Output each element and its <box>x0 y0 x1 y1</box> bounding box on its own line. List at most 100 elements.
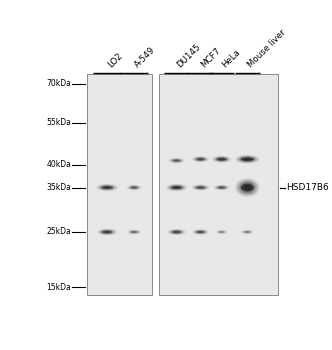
Ellipse shape <box>191 184 210 191</box>
Ellipse shape <box>171 186 182 190</box>
Ellipse shape <box>244 158 250 160</box>
Ellipse shape <box>219 231 224 233</box>
Ellipse shape <box>196 158 205 161</box>
Ellipse shape <box>196 231 205 233</box>
Text: A-549: A-549 <box>133 45 157 69</box>
Ellipse shape <box>100 185 115 190</box>
Ellipse shape <box>170 230 183 234</box>
Ellipse shape <box>192 156 209 162</box>
Ellipse shape <box>246 231 249 233</box>
Ellipse shape <box>242 230 253 234</box>
Ellipse shape <box>239 181 256 194</box>
Ellipse shape <box>129 230 139 234</box>
Text: 70kDa: 70kDa <box>46 79 71 88</box>
Ellipse shape <box>173 231 180 233</box>
Ellipse shape <box>105 231 110 233</box>
Ellipse shape <box>126 184 142 190</box>
Ellipse shape <box>216 157 227 161</box>
Ellipse shape <box>237 180 258 196</box>
Ellipse shape <box>104 187 110 188</box>
Ellipse shape <box>171 186 182 189</box>
Text: DU145: DU145 <box>175 42 203 69</box>
Ellipse shape <box>198 187 203 188</box>
Ellipse shape <box>218 158 225 161</box>
Ellipse shape <box>237 155 258 163</box>
Ellipse shape <box>215 157 228 162</box>
Ellipse shape <box>103 231 111 233</box>
Ellipse shape <box>132 231 136 233</box>
Ellipse shape <box>172 231 182 233</box>
Ellipse shape <box>241 157 254 162</box>
Ellipse shape <box>244 231 251 233</box>
Ellipse shape <box>169 229 185 235</box>
Ellipse shape <box>196 186 206 189</box>
Ellipse shape <box>174 231 179 233</box>
Ellipse shape <box>218 231 225 233</box>
Ellipse shape <box>217 186 226 189</box>
Ellipse shape <box>213 156 230 162</box>
Ellipse shape <box>244 185 250 190</box>
Ellipse shape <box>214 185 229 190</box>
Ellipse shape <box>132 187 136 188</box>
Ellipse shape <box>243 230 252 234</box>
Text: MCF7: MCF7 <box>199 46 222 69</box>
Ellipse shape <box>216 186 227 190</box>
Ellipse shape <box>175 160 179 161</box>
Ellipse shape <box>97 229 117 236</box>
Ellipse shape <box>239 156 256 162</box>
Ellipse shape <box>192 229 209 235</box>
Ellipse shape <box>220 231 223 233</box>
Text: HSD17B6: HSD17B6 <box>286 183 329 192</box>
Ellipse shape <box>168 158 185 163</box>
Ellipse shape <box>196 186 206 189</box>
Ellipse shape <box>171 159 183 163</box>
Text: 35kDa: 35kDa <box>46 183 71 192</box>
Ellipse shape <box>172 159 181 162</box>
Ellipse shape <box>127 185 141 190</box>
Ellipse shape <box>99 229 116 235</box>
Ellipse shape <box>130 231 138 233</box>
Ellipse shape <box>195 157 207 161</box>
Ellipse shape <box>103 186 112 189</box>
Ellipse shape <box>167 229 186 235</box>
Ellipse shape <box>130 186 138 189</box>
Ellipse shape <box>217 186 226 189</box>
Ellipse shape <box>168 184 186 191</box>
Text: Mouse liver: Mouse liver <box>246 28 288 69</box>
Ellipse shape <box>219 187 224 188</box>
Ellipse shape <box>197 231 204 233</box>
Ellipse shape <box>172 159 181 162</box>
Text: 15kDa: 15kDa <box>46 283 71 292</box>
Ellipse shape <box>195 230 207 234</box>
Ellipse shape <box>101 186 113 190</box>
Ellipse shape <box>197 158 204 161</box>
Ellipse shape <box>218 186 225 189</box>
Text: HeLa: HeLa <box>220 47 242 69</box>
Ellipse shape <box>131 231 137 233</box>
Ellipse shape <box>96 184 118 191</box>
Ellipse shape <box>217 230 226 234</box>
Ellipse shape <box>194 230 208 235</box>
Bar <box>159 74 278 295</box>
Text: LO2: LO2 <box>106 51 124 69</box>
Ellipse shape <box>194 185 207 190</box>
Text: 25kDa: 25kDa <box>46 228 71 237</box>
Ellipse shape <box>100 230 114 235</box>
Ellipse shape <box>216 230 227 234</box>
Ellipse shape <box>128 230 140 234</box>
Ellipse shape <box>101 186 113 189</box>
Ellipse shape <box>174 187 179 188</box>
Ellipse shape <box>242 184 252 191</box>
Text: 40kDa: 40kDa <box>46 160 71 169</box>
Ellipse shape <box>216 158 227 161</box>
Ellipse shape <box>173 159 180 162</box>
Ellipse shape <box>169 185 184 190</box>
Ellipse shape <box>241 184 254 191</box>
Ellipse shape <box>213 184 230 190</box>
Ellipse shape <box>166 184 187 191</box>
Ellipse shape <box>130 186 138 189</box>
Ellipse shape <box>193 185 208 190</box>
Ellipse shape <box>245 231 250 233</box>
Bar <box>87 74 152 295</box>
Ellipse shape <box>235 155 260 163</box>
